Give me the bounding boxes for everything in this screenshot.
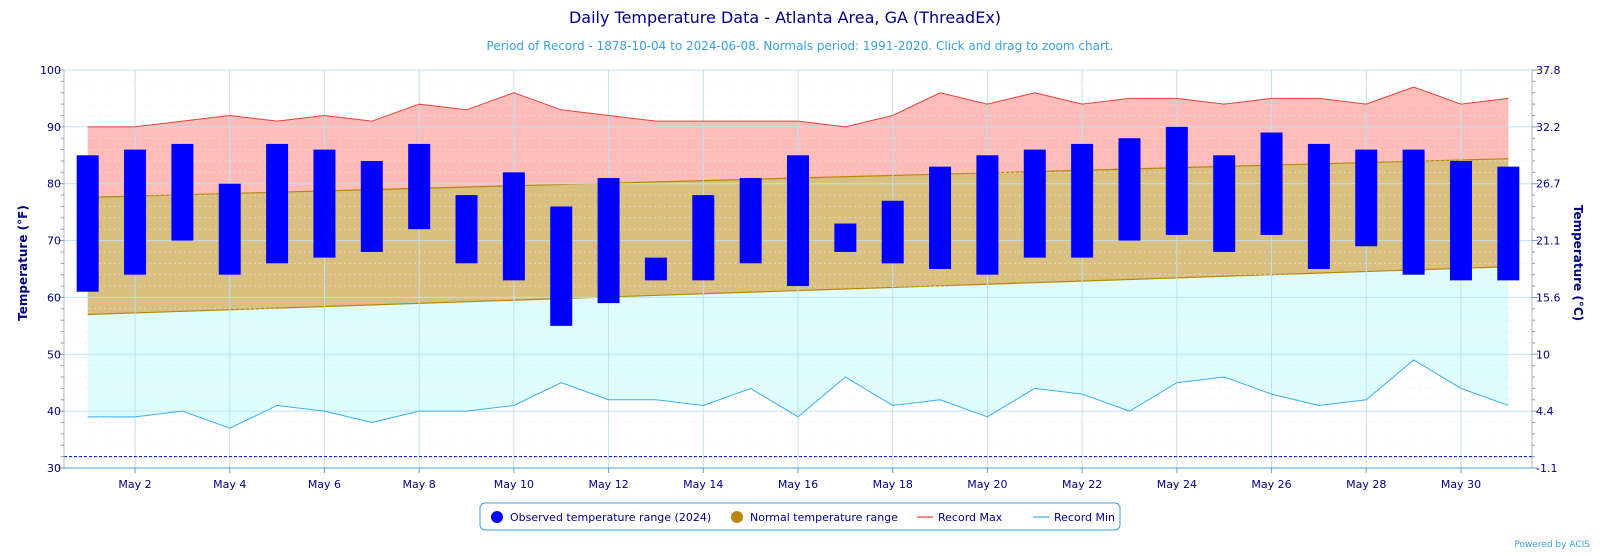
observed-bar <box>644 257 667 281</box>
y-tick-label-left: 50 <box>47 348 61 361</box>
y-tick-label-left: 30 <box>47 462 61 475</box>
x-tick-label: May 20 <box>967 478 1007 491</box>
y-tick-label-right: 21.1 <box>1536 235 1561 248</box>
x-tick-label: May 28 <box>1346 478 1386 491</box>
x-tick-label: May 8 <box>403 478 436 491</box>
observed-bar <box>502 172 525 281</box>
y-axis-title-right: Temperature (°C) <box>1571 205 1585 321</box>
observed-bar <box>1307 143 1330 269</box>
legend-label: Record Min <box>1054 511 1115 524</box>
observed-bar <box>787 155 809 287</box>
chart-title: Daily Temperature Data - Atlanta Area, G… <box>569 8 1001 27</box>
y-tick-label-right: 26.7 <box>1536 178 1561 191</box>
observed-bar <box>1118 138 1141 241</box>
y-tick-label-left: 40 <box>47 405 61 418</box>
observed-bar <box>1165 126 1188 235</box>
legend-marker <box>491 511 503 523</box>
y-tick-label-right: 10 <box>1536 348 1550 361</box>
observed-bar <box>1449 160 1472 281</box>
record-min-line <box>87 359 1509 429</box>
observed-bar <box>550 206 573 326</box>
y-tick-label-left: 90 <box>47 121 61 134</box>
x-tick-label: May 2 <box>118 478 151 491</box>
legend-marker <box>731 511 743 523</box>
credit-link[interactable]: Powered by ACIS <box>1514 540 1590 550</box>
y-tick-label-right: 32.2 <box>1536 121 1561 134</box>
observed-bar <box>360 160 383 252</box>
x-tick-label: May 12 <box>588 478 628 491</box>
y-tick-label-left: 80 <box>47 178 61 191</box>
observed-bar <box>171 143 194 241</box>
observed-bar <box>881 200 904 264</box>
observed-bar <box>1355 149 1378 247</box>
legend-item[interactable]: Record Min <box>1033 511 1115 524</box>
y-tick-label-left: 100 <box>40 64 61 77</box>
observed-bar <box>834 223 857 252</box>
legend[interactable]: Observed temperature range (2024) Normal … <box>479 502 1121 531</box>
x-tick-label: May 22 <box>1062 478 1102 491</box>
axes-layer: 30 40 50 60 70 80 90 100 -1.1 4.4 10 15.6 21.1 26.7 32… <box>40 64 1561 491</box>
x-tick-label: May 16 <box>778 478 818 491</box>
legend-box <box>479 502 1121 531</box>
observed-bar <box>1071 143 1094 258</box>
observed-bar <box>124 149 147 275</box>
x-tick-label: May 18 <box>873 478 913 491</box>
observed-bar <box>1497 166 1520 281</box>
legend-item[interactable]: Normal temperature range <box>731 511 898 524</box>
x-tick-label: May 14 <box>683 478 723 491</box>
x-tick-label: May 6 <box>308 478 341 491</box>
observed-bar <box>929 166 952 269</box>
observed-bar <box>1402 149 1425 275</box>
observed-bar <box>266 143 289 264</box>
x-tick-label: May 30 <box>1441 478 1481 491</box>
y-tick-label-right: -1.1 <box>1536 462 1557 475</box>
observed-bar <box>313 149 336 258</box>
y-tick-label-right: 15.6 <box>1536 291 1561 304</box>
legend-item[interactable]: Observed temperature range (2024) <box>491 511 711 524</box>
y-axis-title-left: Temperature (°F) <box>16 205 30 321</box>
observed-bar <box>408 143 431 230</box>
observed-bar <box>218 183 241 275</box>
y-tick-label-left: 70 <box>47 235 61 248</box>
x-tick-label: May 24 <box>1157 478 1197 491</box>
legend-label: Record Max <box>938 511 1003 524</box>
observed-bar <box>1023 149 1046 258</box>
legend-label: Observed temperature range (2024) <box>510 511 711 524</box>
observed-bar <box>1213 155 1236 252</box>
x-tick-label: May 26 <box>1251 478 1291 491</box>
observed-bar <box>1260 132 1283 235</box>
observed-bar <box>597 178 620 304</box>
x-tick-label: May 4 <box>213 478 246 491</box>
record-lines-layer <box>87 86 1509 429</box>
observed-bar <box>976 155 999 275</box>
observed-bar <box>455 195 478 264</box>
y-tick-label-left: 60 <box>47 291 61 304</box>
observed-bars-layer <box>76 126 1520 326</box>
chart-subtitle: Period of Record - 1878-10-04 to 2024-06… <box>487 39 1114 53</box>
legend-item[interactable]: Record Max <box>917 511 1003 524</box>
observed-bar <box>739 178 762 264</box>
y-tick-label-right: 4.4 <box>1536 405 1554 418</box>
observed-bar <box>692 195 715 281</box>
x-tick-label: May 10 <box>494 478 534 491</box>
observed-bar <box>76 155 99 292</box>
y-tick-label-right: 37.8 <box>1536 64 1561 77</box>
legend-label: Normal temperature range <box>750 511 898 524</box>
record-max-line <box>87 86 1509 128</box>
